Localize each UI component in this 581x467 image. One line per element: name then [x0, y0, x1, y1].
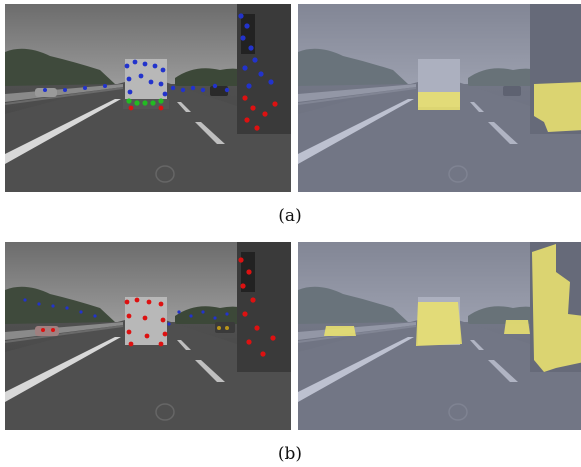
panel-b-keypoints — [5, 242, 291, 430]
panel-a-keypoints — [5, 4, 291, 192]
caption-a: (a) — [278, 206, 302, 226]
caption-b: (b) — [277, 444, 303, 464]
panel-a-segmentation — [298, 4, 581, 192]
panel-b-segmentation — [298, 242, 581, 430]
